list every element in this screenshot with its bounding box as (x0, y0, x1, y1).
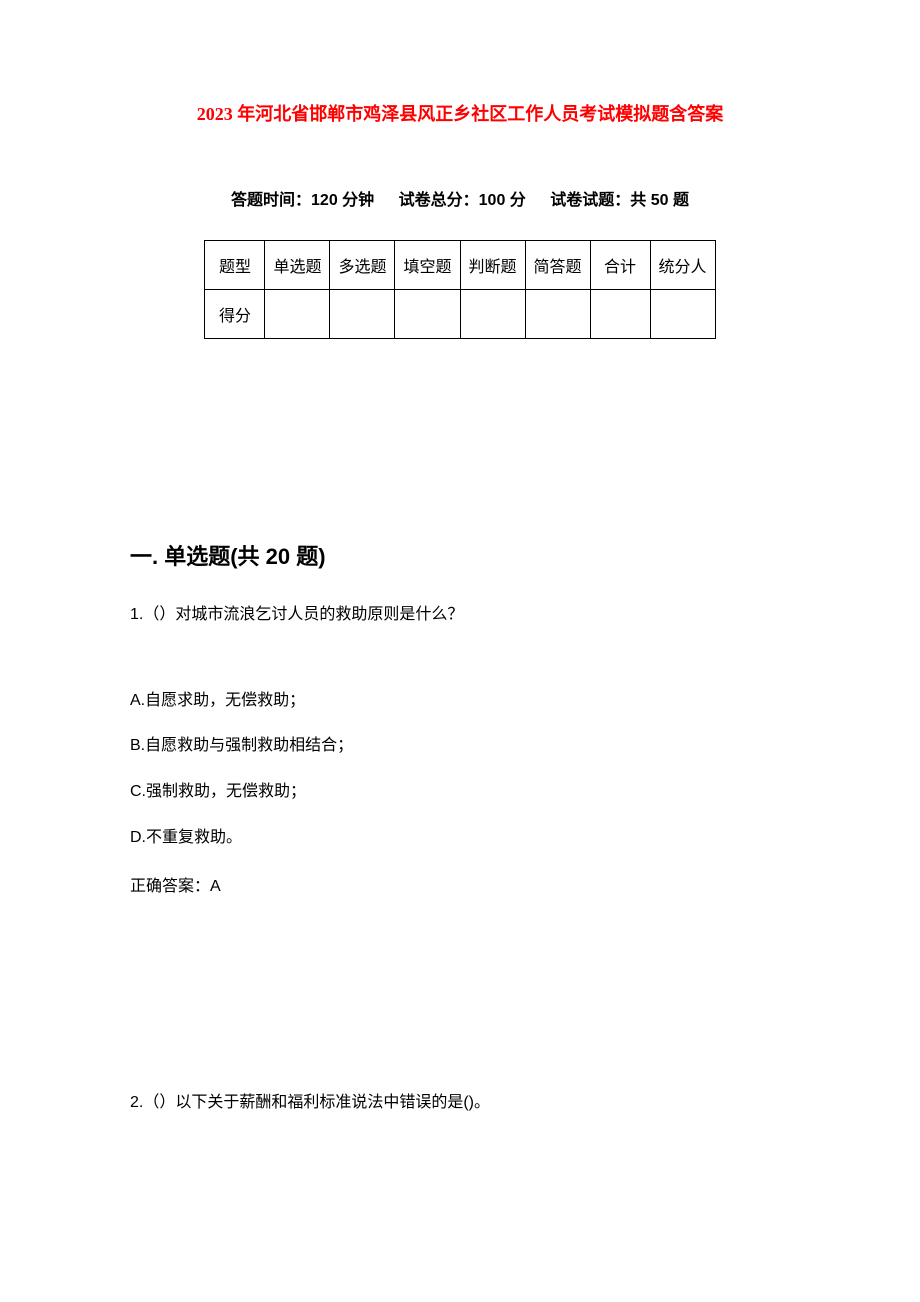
option-c: C.强制救助，无偿救助； (130, 771, 790, 813)
total-score: 试卷总分：100 分 (399, 192, 526, 209)
table-cell (330, 290, 395, 339)
table-row-label: 得分 (205, 290, 265, 339)
option-b: B.自愿救助与强制救助相结合； (130, 725, 790, 767)
question-2-text: 2.（）以下关于薪酬和福利标准说法中错误的是()。 (130, 1088, 790, 1112)
table-header-cell: 简答题 (525, 241, 590, 290)
option-a: A.自愿求助，无偿救助； (130, 680, 790, 722)
table-cell (525, 290, 590, 339)
table-header-cell: 单选题 (265, 241, 330, 290)
score-table: 题型 单选题 多选题 填空题 判断题 简答题 合计 统分人 得分 (204, 240, 715, 339)
table-cell (590, 290, 650, 339)
question-1-text: 1.（）对城市流浪乞讨人员的救助原则是什么？ (130, 601, 790, 630)
table-row: 题型 单选题 多选题 填空题 判断题 简答题 合计 统分人 (205, 241, 715, 290)
table-cell (395, 290, 460, 339)
question-count: 试卷试题：共 50 题 (550, 192, 689, 209)
table-header-cell: 判断题 (460, 241, 525, 290)
table-header-cell: 多选题 (330, 241, 395, 290)
table-header-cell: 题型 (205, 241, 265, 290)
section-title: 一. 单选题(共 20 题) (130, 539, 790, 571)
table-header-cell: 填空题 (395, 241, 460, 290)
table-header-cell: 统分人 (650, 241, 715, 290)
table-cell (650, 290, 715, 339)
table-cell (460, 290, 525, 339)
time-limit: 答题时间：120 分钟 (231, 192, 374, 209)
question-1-options: A.自愿求助，无偿救助； B.自愿救助与强制救助相结合； C.强制救助，无偿救助… (130, 680, 790, 908)
table-cell (265, 290, 330, 339)
exam-meta-info: 答题时间：120 分钟 试卷总分：100 分 试卷试题：共 50 题 (130, 186, 790, 210)
option-d: D.不重复救助。 (130, 817, 790, 859)
table-header-cell: 合计 (590, 241, 650, 290)
question-1-answer: 正确答案：A (130, 866, 790, 908)
table-row: 得分 (205, 290, 715, 339)
document-title: 2023 年河北省邯郸市鸡泽县风正乡社区工作人员考试模拟题含答案 (130, 100, 790, 126)
